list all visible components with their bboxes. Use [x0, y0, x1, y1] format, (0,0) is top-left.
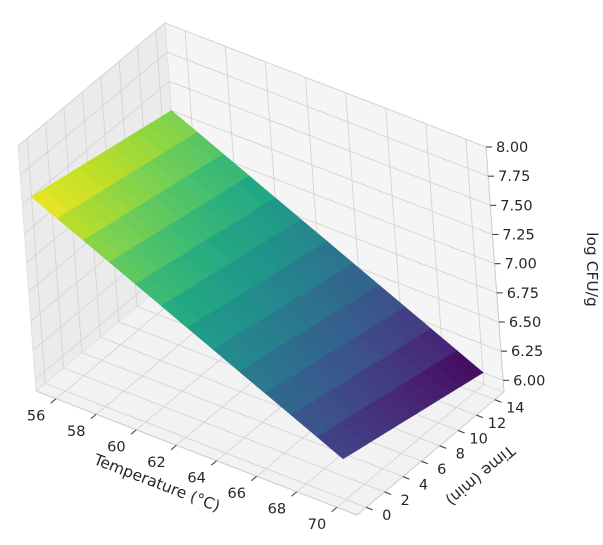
surface-patch-11-0 — [316, 429, 356, 460]
x-tick-4-label: 64 — [187, 470, 205, 486]
x-tick-5-mark — [250, 475, 258, 482]
z-tick-8-label: 8.00 — [496, 140, 528, 156]
y-axis-title: Time (min) — [442, 441, 519, 509]
y-gridline-0 — [26, 138, 367, 508]
x-tick-0-mark — [50, 398, 57, 404]
z-tick-3-label: 6.75 — [507, 286, 539, 302]
x-tick-6-mark — [291, 491, 298, 497]
z-gridline-6 — [22, 80, 491, 206]
z-tick-5-label: 7.25 — [502, 228, 534, 244]
z-tick-2-label: 6.50 — [509, 315, 541, 331]
y-tick-6-label: 12 — [488, 416, 506, 432]
z-axis-title: log CFU/g — [583, 232, 601, 307]
z-gridline-8 — [17, 22, 487, 148]
z-tick-0-label: 6.00 — [513, 373, 545, 389]
x-tick-7-mark — [331, 506, 338, 513]
x-tick-4-mark — [210, 460, 217, 466]
y-tick-6-mark — [476, 414, 484, 419]
x-tick-5-label: 66 — [227, 486, 245, 502]
z-gridline-7 — [19, 51, 489, 177]
x-tick-1-label: 58 — [67, 424, 85, 440]
y-tick-2-label: 4 — [419, 478, 428, 494]
y-tick-2-mark — [402, 476, 410, 480]
x-tick-7-label: 70 — [308, 517, 326, 533]
z-tick-1-label: 6.25 — [511, 344, 543, 360]
y-tick-7-label: 14 — [506, 401, 524, 417]
y-tick-1-mark — [384, 491, 392, 495]
y-tick-0-label: 0 — [382, 508, 391, 524]
x-tick-3-label: 62 — [147, 455, 165, 471]
y-tick-4-mark — [439, 445, 447, 449]
x-tick-6-label: 68 — [268, 501, 286, 517]
floor-edges — [35, 390, 505, 516]
x-tick-2-label: 60 — [107, 439, 125, 455]
y-tick-7-mark — [494, 399, 502, 403]
x-tick-2-mark — [130, 429, 137, 435]
z-tick-4-label: 7.00 — [505, 257, 537, 273]
x-tick-0-label: 56 — [27, 408, 45, 424]
y-tick-0-mark — [365, 506, 373, 511]
axis-ticks: 5658606264666870024681012146.006.256.506… — [27, 140, 546, 533]
z-tick-7-label: 7.75 — [498, 169, 530, 185]
y-tick-3-label: 6 — [437, 462, 446, 478]
y-tick-5-mark — [457, 429, 465, 434]
y-tick-3-mark — [421, 460, 429, 465]
y-tick-4-label: 8 — [456, 447, 465, 463]
surface-mesh — [30, 110, 484, 460]
y-tick-5-label: 10 — [469, 431, 487, 447]
x-tick-1-mark — [90, 413, 97, 420]
y-tick-1-label: 2 — [400, 493, 409, 509]
x-gridline-7 — [336, 139, 485, 508]
z-tick-6-label: 7.50 — [500, 198, 532, 214]
x-tick-3-mark — [170, 444, 177, 451]
